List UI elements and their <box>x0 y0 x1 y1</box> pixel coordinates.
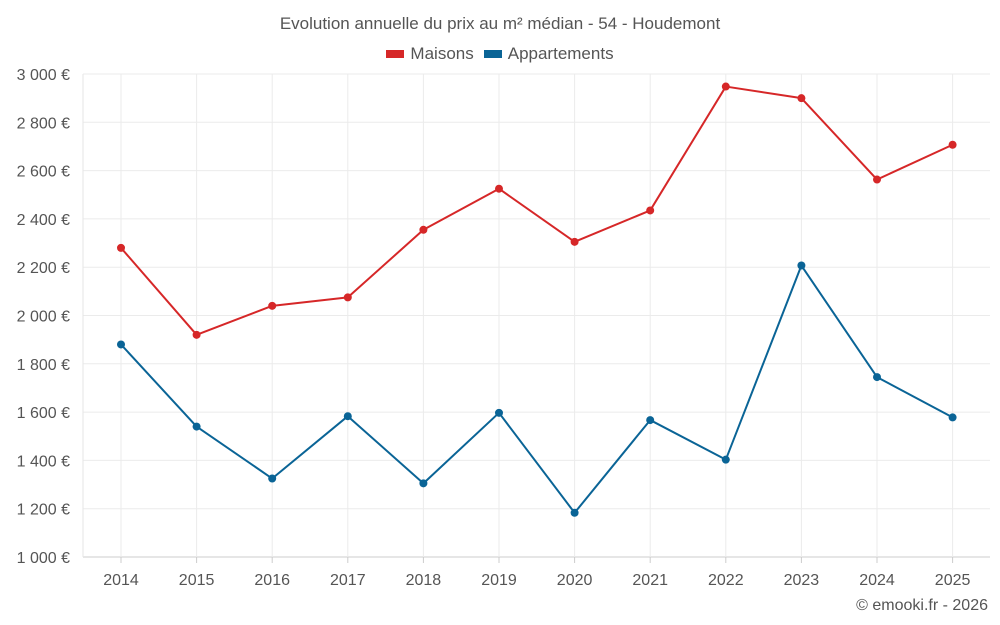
x-tick-label: 2014 <box>103 572 139 589</box>
y-tick-label: 1 800 € <box>17 357 70 374</box>
axes: 1 000 € 1 200 € 1 400 € 1 600 € 1 800 € 2 000… <box>17 67 971 589</box>
data-point-appartements <box>646 416 655 425</box>
y-tick-label: 2 200 € <box>17 260 70 277</box>
x-tick-label: 2019 <box>481 572 517 589</box>
legend-label-maisons: Maisons <box>410 44 474 63</box>
legend-swatch-appartements <box>483 50 502 58</box>
x-tick-label: 2017 <box>330 572 366 589</box>
data-point-maisons <box>646 206 655 215</box>
data-point-appartements <box>797 261 806 270</box>
x-tick-label: 2015 <box>179 572 215 589</box>
data-point-appartements <box>495 408 503 417</box>
data-point-appartements <box>343 412 352 421</box>
data-point-appartements <box>873 373 881 382</box>
data-point-maisons <box>873 175 881 184</box>
data-point-appartements <box>268 474 277 483</box>
series-line-appartements <box>120 264 954 514</box>
data-point-maisons <box>495 184 503 193</box>
legend-swatch-maisons <box>386 50 405 58</box>
x-tick-label: 2020 <box>557 572 593 589</box>
series-line-maisons <box>120 85 954 336</box>
data-point-appartements <box>117 340 125 349</box>
legend-item-maisons[interactable]: Maisons <box>386 44 474 64</box>
x-tick-label: 2022 <box>708 572 744 589</box>
y-tick-label: 3 000 € <box>17 67 70 84</box>
data-point-maisons <box>268 301 277 310</box>
data-point-maisons <box>192 330 201 339</box>
data-point-maisons <box>797 94 806 103</box>
y-tick-label: 1 200 € <box>17 502 70 519</box>
chart-title: Evolution annuelle du prix au m² médian … <box>279 14 721 33</box>
x-tick-label: 2025 <box>935 572 971 589</box>
y-tick-label: 2 600 € <box>17 164 70 181</box>
legend-label-appartements: Appartements <box>507 44 614 63</box>
data-point-appartements <box>570 508 579 517</box>
data-point-maisons <box>721 82 730 91</box>
credit: © emooki.fr - 2026 <box>856 597 988 614</box>
data-point-maisons <box>948 140 957 149</box>
grid <box>83 73 990 558</box>
y-tick-label: 2 400 € <box>17 212 70 229</box>
data-point-maisons <box>117 243 125 252</box>
y-tick-label: 1 400 € <box>17 453 70 470</box>
data-point-maisons <box>419 225 428 234</box>
y-tick-label: 1 000 € <box>17 550 70 567</box>
data-point-maisons <box>570 237 579 246</box>
x-tick-label: 2018 <box>406 572 442 589</box>
x-tick-label: 2016 <box>254 572 290 589</box>
legend-item-appartements[interactable]: Appartements <box>483 44 614 64</box>
y-tick-label: 2 800 € <box>17 115 70 132</box>
data-point-appartements <box>192 422 201 431</box>
data-point-appartements <box>721 455 730 464</box>
y-tick-label: 2 000 € <box>17 309 70 326</box>
data-point-appartements <box>948 413 957 422</box>
data-point-appartements <box>419 479 428 488</box>
legend: Maisons Appartements <box>0 44 1000 64</box>
data-point-maisons <box>343 293 352 302</box>
series <box>117 82 957 517</box>
y-tick-label: 1 600 € <box>17 405 70 422</box>
x-tick-label: 2021 <box>632 572 668 589</box>
x-tick-label: 2023 <box>784 572 820 589</box>
x-tick-label: 2024 <box>859 572 895 589</box>
